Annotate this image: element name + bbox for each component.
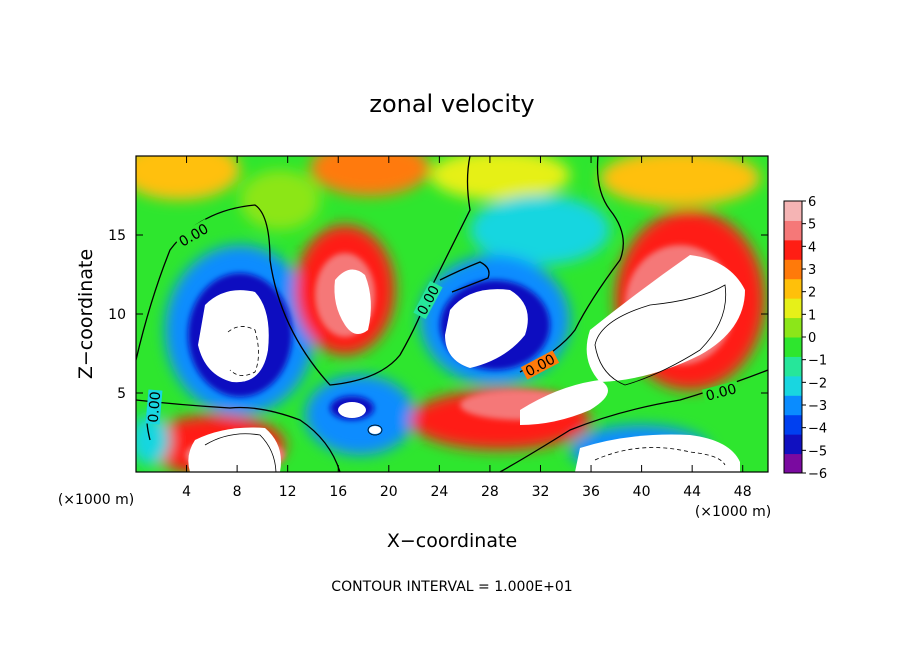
x-tick-label: 32 [532, 484, 550, 500]
x-tick-label: 12 [279, 484, 297, 500]
colorbar-tick-label: −3 [808, 399, 827, 414]
colorbar-tick-label: −2 [808, 376, 827, 391]
colorbar-tick-label: 0 [808, 331, 816, 346]
colorbar: 6 5 4 3 2 1 0 −1 −2 −3 −4 −5 −6 [783, 195, 827, 482]
colorbar-segment [784, 298, 802, 319]
colorbar-segment [784, 278, 802, 299]
x-tick-label: 28 [481, 484, 499, 500]
y-tick-label: 15 [108, 228, 126, 244]
contour-label: 0.00 [704, 381, 738, 405]
colorbar-segment [784, 317, 802, 338]
x-tick-label: 48 [734, 484, 752, 500]
x-unit-label-left: (×1000 m) [58, 492, 134, 508]
x-tick-label: 16 [329, 484, 347, 500]
x-tick-label: 4 [182, 484, 191, 500]
x-tick-label: 40 [633, 484, 651, 500]
y-axis-label: Z−coordinate [75, 249, 97, 379]
colorbar-segment [784, 434, 802, 455]
colorbar-tick-label: −6 [808, 467, 827, 482]
y-tick-label: 10 [108, 307, 126, 323]
colorbar-tick-label: 3 [808, 263, 816, 278]
colorbar-segment [784, 239, 802, 260]
x-tick-label: 44 [683, 484, 701, 500]
y-axis: 5 10 15 [108, 228, 768, 402]
x-tick-label: 8 [233, 484, 242, 500]
x-axis: 4 8 12 16 20 24 28 32 36 40 44 48 [182, 156, 752, 500]
colorbar-segment [784, 220, 802, 241]
colorbar-segment [784, 414, 802, 435]
velocity-field [136, 156, 768, 472]
x-axis-label: X−coordinate [387, 530, 517, 552]
x-tick-label: 36 [582, 484, 600, 500]
colorbar-tick-label: 6 [808, 195, 816, 210]
colorbar-tick-label: 1 [808, 308, 816, 323]
colorbar-segment [784, 259, 802, 280]
colorbar-segment [784, 395, 802, 416]
colorbar-segment [784, 201, 802, 221]
colorbar-segment [784, 453, 802, 474]
x-tick-label: 24 [430, 484, 448, 500]
colorbar-tick-label: 5 [808, 218, 816, 233]
contour-label: 0.00 [146, 391, 165, 423]
x-unit-label-right: (×1000 m) [695, 504, 771, 520]
colorbar-tick-label: −1 [808, 354, 827, 369]
x-tick-label: 20 [380, 484, 398, 500]
colorbar-tick-label: −4 [808, 422, 827, 437]
colorbar-segment [784, 337, 802, 357]
colorbar-segment [784, 375, 802, 396]
chart-title: zonal velocity [369, 90, 534, 118]
colorbar-tick-label: −5 [808, 444, 827, 459]
colorbar-segment [784, 356, 802, 377]
contour-interval-note: CONTOUR INTERVAL = 1.000E+01 [331, 579, 572, 595]
y-tick-label: 5 [117, 386, 126, 402]
colorbar-tick-label: 4 [808, 240, 816, 255]
colorbar-tick-label: 2 [808, 286, 816, 301]
